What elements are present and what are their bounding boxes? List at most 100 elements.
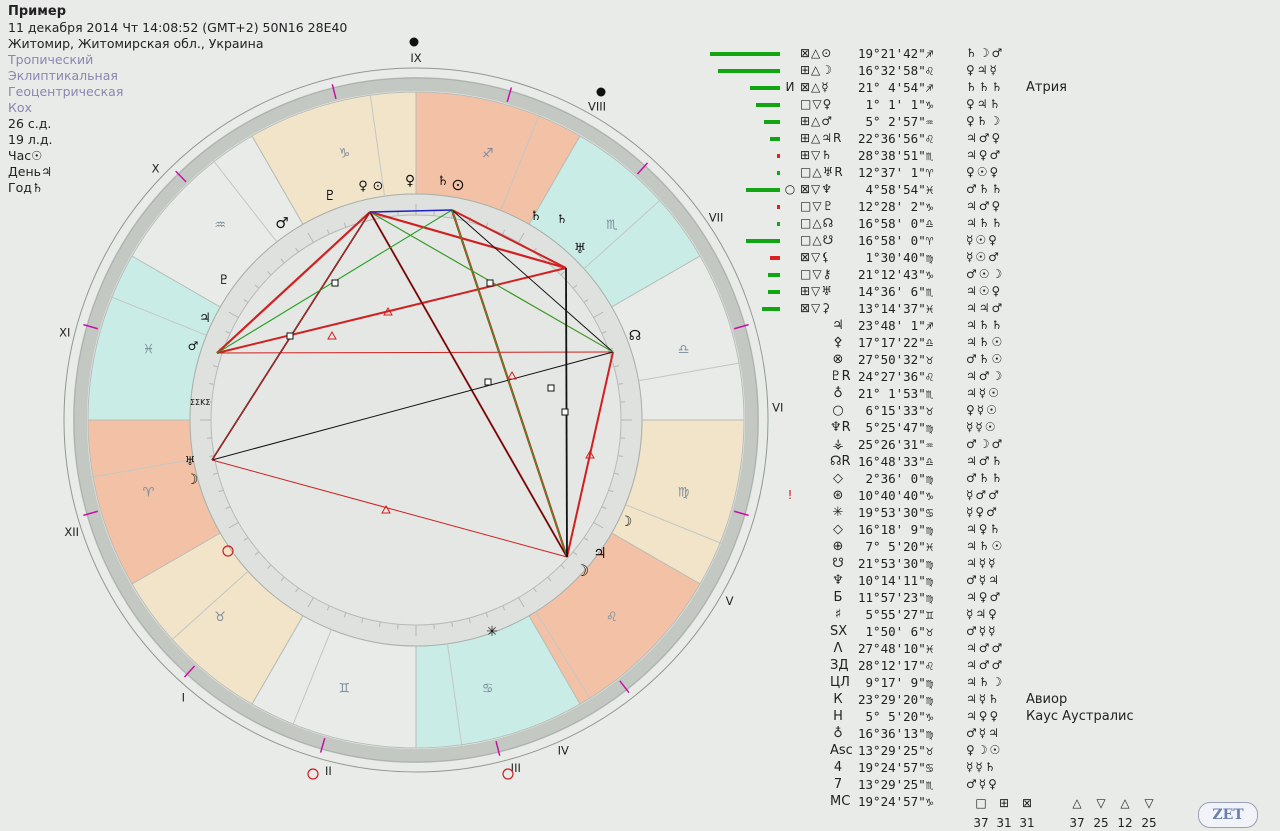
house-ring bbox=[73, 77, 759, 763]
table-row[interactable]: ⊞△♂ 5° 2'57"♒ ♀♄☽ bbox=[708, 113, 1278, 130]
row-rulers: ☿♀♂ bbox=[966, 505, 999, 519]
sign-glyph: ♐ bbox=[482, 146, 494, 161]
degree-tick bbox=[502, 605, 506, 611]
table-row[interactable]: ! ⊛ 10°40'40"♑ ☿♂♂ bbox=[708, 487, 1278, 504]
row-position: 10°40'40"♑ bbox=[858, 488, 934, 503]
row-planet-symbol: ⚶ bbox=[832, 437, 844, 452]
row-rulers: ♂☿☿ bbox=[966, 624, 998, 638]
degree-tick bbox=[343, 612, 347, 618]
row-rulers: ☿♃♀ bbox=[966, 607, 999, 621]
table-row[interactable]: ⊠△⊙ 19°21'42"♐ ♄☽♂ bbox=[708, 45, 1278, 62]
table-row[interactable]: 4 19°24'57"♋ ☿☿♄ bbox=[708, 759, 1278, 776]
table-row[interactable]: Н 5° 5'20"♑ ♃♀♀ Каус Аустралис bbox=[708, 708, 1278, 725]
table-row[interactable]: ЦЛ 9°17' 9"♍ ♃♄☽ bbox=[708, 674, 1278, 691]
row-rulers: ♃☉♀ bbox=[966, 284, 1003, 298]
degree-tick bbox=[225, 330, 231, 334]
table-row[interactable]: ЗД 28°12'17"♌ ♃♂♂ bbox=[708, 657, 1278, 674]
table-row[interactable]: ✳ 19°53'30"♋ ☿♀♂ bbox=[708, 504, 1278, 521]
house-marker bbox=[319, 737, 326, 753]
row-position: 1°50' 6"♉ bbox=[858, 624, 934, 639]
table-row[interactable]: ⊕ 7° 5'20"♓ ♃♄☉ bbox=[708, 538, 1278, 555]
setting-zodiac: Тропический bbox=[8, 52, 94, 67]
table-row[interactable]: ☊R 16°48'33"♎ ♃♂♄ bbox=[708, 453, 1278, 470]
table-row[interactable]: ♃ 23°48' 1"♐ ♃♄♄ bbox=[708, 317, 1278, 334]
chart-wheel[interactable]: ♐♏♎♍♌♋♊♉♈♓♒♑ IXVIIIVIIVIVIVIIIIIIXIIXIX … bbox=[0, 0, 800, 831]
sign-glyph: ♓ bbox=[143, 342, 155, 357]
row-position: 22°36'56"♌ bbox=[858, 131, 934, 146]
table-row[interactable]: ♆ 10°14'11"♍ ♂☿♃ bbox=[708, 572, 1278, 589]
row-rulers: ♃♀♀ bbox=[966, 709, 1001, 723]
row-rulers: ♃♂♄ bbox=[966, 454, 1005, 468]
table-row[interactable]: ⚴ 17°17'22"♎ ♃♄☉ bbox=[708, 334, 1278, 351]
table-row[interactable]: ⊞▽♄ 28°38'51"♏ ♃♀♂ bbox=[708, 147, 1278, 164]
table-row[interactable]: ♇R 24°27'36"♌ ♃♂☽ bbox=[708, 368, 1278, 385]
table-row[interactable]: ⊞▽♅ 14°36' 6"♏ ♃☉♀ bbox=[708, 283, 1278, 300]
planet-glyph: ♅ bbox=[574, 241, 587, 257]
table-row[interactable]: ☋ 21°53'30"♍ ♃☿☿ bbox=[708, 555, 1278, 572]
table-row[interactable]: SX 1°50' 6"♉ ♂☿☿ bbox=[708, 623, 1278, 640]
table-row[interactable]: □▽♀ 1° 1' 1"♑ ♀♃♄ bbox=[708, 96, 1278, 113]
aspect-line bbox=[369, 209, 453, 213]
row-aspect-symbols: ⊞▽♅ bbox=[800, 284, 834, 298]
row-aspect-symbols: □△♅R bbox=[800, 165, 844, 179]
house-label: IX bbox=[410, 51, 421, 65]
row-rulers: ♃♃♂ bbox=[966, 301, 1005, 315]
house-marker bbox=[506, 87, 513, 103]
row-rulers: ♂♄♄ bbox=[966, 182, 1005, 196]
table-row[interactable]: ○ 6°15'33"♉ ♀☿☉ bbox=[708, 402, 1278, 419]
table-row[interactable]: ♁ 16°36'13"♍ ♂☿♃ bbox=[708, 725, 1278, 742]
row-rulers: ♃☿☿ bbox=[966, 556, 998, 570]
row-planet-symbol: Λ bbox=[833, 641, 843, 656]
totals-cross-symbol: ⊠ bbox=[1021, 796, 1033, 810]
totals-sextile-symbol: ▽ bbox=[1096, 796, 1106, 810]
table-row[interactable]: ⊠▽⚳ 13°14'37"♓ ♃♃♂ bbox=[708, 300, 1278, 317]
degree-tick bbox=[295, 587, 299, 593]
angle-dot bbox=[409, 37, 419, 47]
row-planet-symbol: ЦЛ bbox=[830, 675, 850, 690]
table-row[interactable]: К 23°29'20"♍ ♃☿♄ Авиор bbox=[708, 691, 1278, 708]
row-rulers: ♂☿♀ bbox=[966, 777, 999, 791]
table-row[interactable]: Asc 13°29'25"♉ ♀☽☉ bbox=[708, 742, 1278, 759]
row-rulers: ♀☉♀ bbox=[966, 165, 1001, 179]
table-row[interactable]: ♯ 5°55'27"♊ ☿♃♀ bbox=[708, 606, 1278, 623]
table-row[interactable]: ⚶ 25°26'31"♒ ♂☽♂ bbox=[708, 436, 1278, 453]
house-cusp-line bbox=[170, 570, 249, 642]
chart-title: Пример bbox=[8, 4, 67, 19]
row-position: 1°30'40"♍ bbox=[858, 250, 934, 265]
row-aspect-symbols: □△☊ bbox=[800, 216, 835, 230]
zet-logo-button[interactable]: ZET bbox=[1198, 802, 1258, 828]
table-row[interactable]: MC 19°24'57"♑ bbox=[708, 793, 1278, 810]
degree-tick bbox=[326, 605, 330, 611]
table-row[interactable]: ○ ⊠▽♆ 4°58'54"♓ ♂♄♄ bbox=[708, 181, 1278, 198]
house-marker bbox=[331, 84, 337, 100]
row-aspect-symbols: ⊠△⊙ bbox=[800, 46, 833, 60]
aspect-square-mark bbox=[286, 332, 294, 340]
table-row[interactable]: □▽♇ 12°28' 2"♑ ♃♂♀ bbox=[708, 198, 1278, 215]
row-rulers: ♀♃♄ bbox=[966, 97, 1003, 111]
table-row[interactable]: ♁ 21° 1'53"♏ ♃☿☉ bbox=[708, 385, 1278, 402]
stat-lunar-day: 19 л.д. bbox=[8, 132, 53, 147]
row-star-name: Авиор bbox=[1026, 692, 1068, 707]
table-row[interactable]: ⊗ 27°50'32"♉ ♂♄☉ bbox=[708, 351, 1278, 368]
table-row[interactable]: □▽⚷ 21°12'43"♑ ♂☉☽ bbox=[708, 266, 1278, 283]
row-aspect-symbols: □▽⚷ bbox=[800, 267, 833, 281]
strength-bar bbox=[777, 205, 780, 209]
table-row[interactable]: □△♅R 12°37' 1"♈ ♀☉♀ bbox=[708, 164, 1278, 181]
table-row[interactable]: ♆R 5°25'47"♍ ☿☿☉ bbox=[708, 419, 1278, 436]
table-row[interactable]: И ⊠△☿ 21° 4'54"♐ ♄♄♄ Атрия bbox=[708, 79, 1278, 96]
table-row[interactable]: ⊞△♃R 22°36'56"♌ ♃♂♀ bbox=[708, 130, 1278, 147]
planet-glyph: ♃ bbox=[593, 544, 606, 562]
table-row[interactable]: ⊞△☽ 16°32'58"♌ ♀♃☿ bbox=[708, 62, 1278, 79]
row-aspect-symbols: ⊞△☽ bbox=[800, 63, 834, 77]
strength-bar bbox=[777, 171, 780, 175]
table-row[interactable]: Б 11°57'23"♍ ♃♀♂ bbox=[708, 589, 1278, 606]
table-row[interactable]: Λ 27°48'10"♓ ♃♂♂ bbox=[708, 640, 1278, 657]
table-row[interactable]: ⊠▽⚸ 1°30'40"♍ ☿☉♂ bbox=[708, 249, 1278, 266]
table-row[interactable]: □△☋ 16°58' 0"♈ ☿☉♀ bbox=[708, 232, 1278, 249]
table-row[interactable]: □△☊ 16°58' 0"♎ ♃♄♄ bbox=[708, 215, 1278, 232]
table-row[interactable]: ◇ 2°36' 0"♍ ♂♄♄ bbox=[708, 470, 1278, 487]
table-row[interactable]: ◇ 16°18' 9"♍ ♃♀♄ bbox=[708, 521, 1278, 538]
degree-tick bbox=[280, 258, 285, 264]
stat-day-ruler: День♃ bbox=[8, 164, 53, 179]
table-row[interactable]: 7 13°29'25"♏ ♂☿♀ bbox=[708, 776, 1278, 793]
